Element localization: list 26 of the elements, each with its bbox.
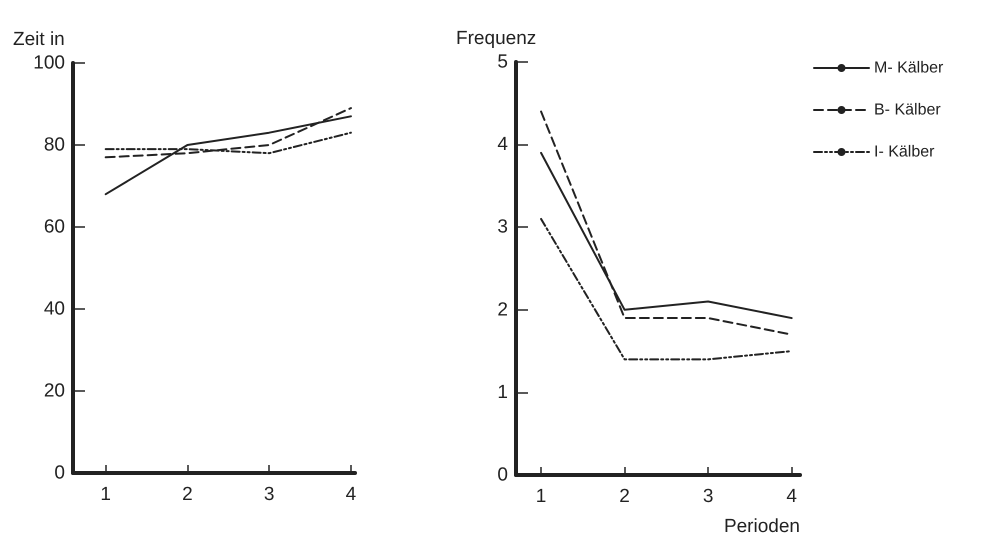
x-tick-label: 1 [100,484,111,505]
x-tick-label: 3 [264,484,274,505]
x-tick-label: 4 [786,486,798,507]
x-tick-label: 1 [536,486,546,507]
legend-label: I- Kälber [874,144,936,160]
y-tick-label: 0 [497,464,508,486]
y-tick-label: 5 [497,52,508,72]
legend-label: B- Kälber [874,102,942,118]
y-axis-title: Frequenz [456,28,536,49]
x-tick-label: 3 [702,486,714,507]
y-tick-label: 100 [33,52,65,74]
y-axis-title: Zeit in [13,29,65,50]
y-tick-label: 2 [497,299,508,320]
y-tick-label: 0 [54,462,65,484]
y-tick-label: 60 [44,216,65,238]
y-tick-label: 80 [44,134,65,156]
y-tick-label: 40 [44,298,65,320]
legend-label: M- Kälber [874,60,944,76]
y-tick-label: 3 [497,216,508,238]
y-tick-label: 20 [44,380,65,402]
y-tick-label: 4 [497,134,508,156]
x-axis-title: Perioden [724,516,800,537]
y-tick-label: 1 [497,382,508,403]
x-tick-label: 2 [619,486,630,507]
x-tick-label: 4 [346,484,357,505]
x-tick-label: 2 [182,484,193,505]
